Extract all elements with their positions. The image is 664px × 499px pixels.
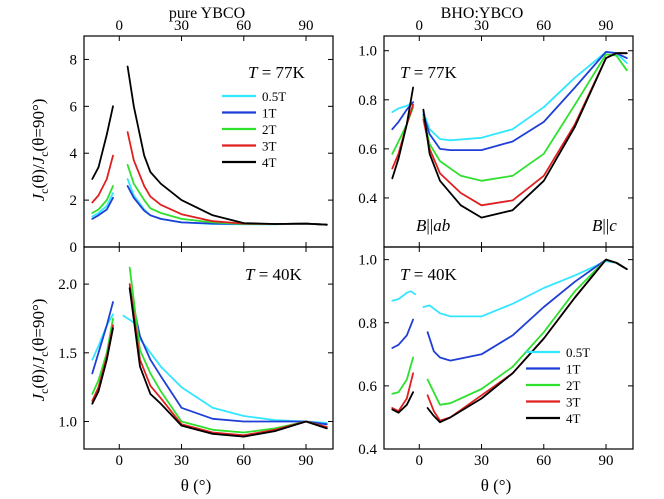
frame-bho-40K (383, 246, 634, 450)
series-line-pure-77K-0.5T (91, 192, 114, 218)
x-tick-label-pure-40K: 60 (236, 453, 251, 469)
column-title-bho: BHO:YBCO (441, 5, 524, 22)
series-line-pure-77K-3T (91, 154, 114, 204)
x-tick-label-bho-77K: 90 (599, 18, 614, 34)
x-tick-label-bho-40K: 90 (599, 453, 614, 469)
annotation-bho-77K: B||ab (416, 216, 450, 235)
legend-label: 3T (566, 395, 581, 410)
legend-label: 1T (262, 106, 277, 121)
x-tick-label-pure-77K: 0 (116, 18, 124, 34)
x-tick-label-pure-77K: 30 (174, 18, 189, 34)
y-axis-label-bottom: Jc(θ)/Jc(θ=90°) (29, 299, 51, 402)
y-tick-label-pure-77K: 8 (70, 52, 78, 68)
y-tick-label-bho-40K: 0.4 (358, 442, 377, 458)
y-tick-label-pure-77K: 2 (70, 193, 78, 209)
annotation-pure-77K: T = 77K (248, 63, 306, 82)
y-tick-label-pure-40K: 2.0 (58, 277, 77, 293)
series-line-bho-40K-4T (426, 258, 628, 424)
series-line-bho-77K-4T (422, 52, 628, 219)
series-line-bho-40K-1T (426, 258, 628, 362)
series-line-bho-40K-0.5T (391, 290, 417, 302)
legend-label: 0.5T (566, 345, 590, 360)
series-line-bho-40K-4T (391, 391, 415, 414)
series-line-pure-40K-2T (91, 317, 114, 395)
series-line-pure-40K-0.5T (91, 313, 114, 361)
y-tick-label-bho-77K: 0.8 (358, 93, 377, 109)
x-axis-label-left: θ (°) (181, 476, 212, 495)
series-line-pure-77K-1T (91, 196, 114, 220)
legend-label: 0.5T (262, 89, 286, 104)
x-tick-label-pure-77K: 60 (236, 18, 251, 34)
y-tick-label-pure-40K: 1.0 (58, 415, 77, 431)
y-tick-label-bho-77K: 0.6 (358, 142, 377, 158)
column-title-pure: pure YBCO (169, 5, 245, 22)
x-tick-label-pure-77K: 90 (299, 18, 314, 34)
series-line-pure-40K-4T (128, 287, 328, 438)
legend-label: 2T (566, 378, 581, 393)
series-line-pure-40K-1T (91, 301, 114, 375)
frame-pure-40K (83, 246, 334, 450)
y-tick-label-pure-40K: 1.5 (58, 346, 77, 362)
x-tick-label-bho-40K: 60 (536, 453, 551, 469)
series-line-bho-40K-0.5T (422, 260, 628, 318)
panel-frames (83, 35, 634, 450)
x-tick-label-bho-40K: 30 (474, 453, 489, 469)
series-line-bho-40K-3T (426, 258, 628, 422)
annotation-bho-77K: B||c (592, 216, 617, 235)
legend-label: 4T (566, 411, 581, 426)
annotation-bho-77K: T = 77K (400, 63, 458, 82)
series-line-bho-40K-2T (426, 258, 628, 406)
x-tick-label-bho-40K: 0 (416, 453, 424, 469)
series-line-bho-40K-2T (391, 356, 415, 395)
x-tick-label-pure-40K: 90 (299, 453, 314, 469)
x-axis-label-right: θ (°) (481, 476, 512, 495)
series-line-bho-77K-4T (391, 86, 415, 180)
y-axis-label-top: Jc(θ)/Jc(θ=90°) (29, 99, 51, 202)
series-line-bho-40K-1T (391, 318, 415, 349)
annotation-pure-40K: T = 40K (245, 265, 303, 284)
x-tick-label-pure-40K: 0 (116, 453, 124, 469)
series-line-pure-40K-2T (128, 266, 328, 434)
y-tick-label-bho-40K: 0.8 (358, 316, 377, 332)
series-line-bho-77K-2T (422, 53, 628, 182)
y-tick-label-bho-40K: 0.6 (358, 379, 377, 395)
axis-text: pure YBCO BHO:YBCO θ (°) θ (°) Jc(θ)/Jc(… (29, 5, 617, 495)
legend-label: 2T (262, 122, 277, 137)
series-line-pure-77K-2T (91, 185, 114, 214)
y-tick-label-bho-77K: 1.0 (358, 44, 377, 60)
series-line-pure-40K-4T (91, 327, 114, 405)
y-tick-label-pure-77K: 0 (70, 240, 78, 256)
legend-label: 3T (262, 139, 277, 154)
y-tick-label-bho-77K: 0.4 (358, 191, 377, 207)
series-line-pure-77K-2T (126, 163, 328, 226)
series-line-pure-77K-4T (91, 105, 114, 180)
series-line-bho-40K-3T (391, 372, 415, 413)
y-tick-label-pure-77K: 4 (70, 146, 78, 162)
x-tick-label-pure-40K: 30 (174, 453, 189, 469)
series-line-pure-40K-0.5T (122, 314, 135, 324)
data-lines (91, 51, 628, 438)
series-line-pure-77K-4T (126, 65, 328, 226)
legend-label: 4T (262, 155, 277, 170)
x-tick-label-bho-77K: 0 (416, 18, 424, 34)
series-line-pure-40K-1T (128, 287, 328, 426)
x-tick-label-bho-77K: 60 (536, 18, 551, 34)
x-tick-label-bho-77K: 30 (474, 18, 489, 34)
annotation-bho-40K: T = 40K (400, 265, 458, 284)
legend-label: 1T (566, 362, 581, 377)
y-tick-label-pure-77K: 6 (70, 99, 78, 115)
series-line-bho-77K-1T (422, 51, 628, 152)
y-tick-label-bho-40K: 1.0 (358, 253, 377, 269)
